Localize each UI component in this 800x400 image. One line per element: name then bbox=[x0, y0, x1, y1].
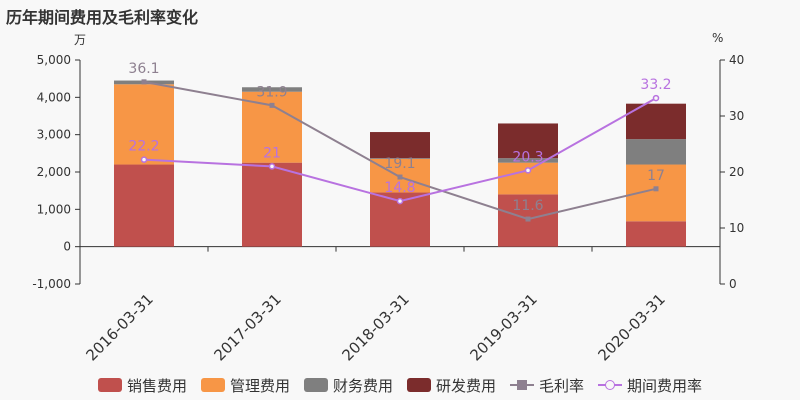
square-marker-icon bbox=[517, 380, 528, 390]
data-label-period: 14.8 bbox=[384, 180, 415, 196]
data-label-gross: 11.6 bbox=[512, 198, 543, 214]
point-period bbox=[268, 163, 276, 170]
circle-marker-icon bbox=[605, 380, 616, 390]
point-gross bbox=[653, 186, 659, 192]
legend-swatch bbox=[407, 378, 431, 392]
data-label-period: 22.2 bbox=[128, 139, 159, 155]
x-tick-label: 2016-03-31 bbox=[82, 290, 156, 364]
point-gross bbox=[525, 216, 531, 222]
data-label-gross: 17 bbox=[647, 168, 665, 184]
data-label-period: 20.3 bbox=[512, 149, 543, 165]
bar-admin bbox=[114, 84, 174, 165]
data-label-gross: 19.1 bbox=[384, 156, 415, 172]
left-tick-label: 4,000 bbox=[37, 90, 71, 104]
bar-finance bbox=[498, 158, 558, 163]
point-period bbox=[396, 197, 404, 205]
chart-legend: 销售费用 管理费用 财务费用 研发费用 毛利率 期间费用率 bbox=[0, 372, 800, 398]
point-period bbox=[524, 167, 532, 174]
chart-title: 历年期间费用及毛利率变化 bbox=[6, 8, 199, 27]
right-tick-label: 40 bbox=[729, 53, 744, 67]
left-tick-label: -1,000 bbox=[32, 277, 71, 291]
left-tick-label: 0 bbox=[63, 240, 71, 254]
chart-svg: -1,000 0 1,000 2,000 3,000 4,000 5,000 0 10 20 30 4… bbox=[32, 53, 744, 364]
left-tick-label: 3,000 bbox=[37, 128, 71, 142]
right-tick-label: 10 bbox=[729, 221, 744, 235]
right-tick-label: 0 bbox=[729, 277, 737, 291]
bar-sales bbox=[626, 221, 686, 247]
legend-swatch bbox=[303, 378, 328, 392]
legend-label: 期间费用率 bbox=[627, 376, 703, 395]
legend-item-finance[interactable]: 财务费用 bbox=[303, 375, 393, 396]
left-tick-label: 5,000 bbox=[37, 53, 71, 67]
x-tick-label: 2020-03-31 bbox=[594, 290, 668, 364]
data-label-period: 33.2 bbox=[640, 77, 671, 93]
legend-item-admin[interactable]: 管理费用 bbox=[200, 375, 290, 396]
point-period bbox=[652, 94, 660, 102]
legend-swatch bbox=[200, 378, 225, 392]
legend-label: 毛利率 bbox=[539, 376, 585, 395]
x-tick-label: 2018-03-31 bbox=[338, 290, 412, 364]
point-gross bbox=[397, 174, 403, 180]
left-axis-unit: 万 bbox=[74, 33, 87, 47]
bar-rnd bbox=[498, 123, 558, 159]
bar-finance bbox=[242, 87, 302, 92]
bar-finance bbox=[626, 139, 686, 165]
right-axis-unit: % bbox=[712, 31, 724, 45]
right-tick-label: 20 bbox=[729, 165, 744, 179]
legend-item-rnd[interactable]: 研发费用 bbox=[407, 375, 496, 396]
legend-item-gross[interactable]: 毛利率 bbox=[510, 375, 584, 396]
legend-line-swatch bbox=[510, 378, 535, 392]
bar-sales bbox=[114, 164, 174, 247]
point-gross bbox=[141, 79, 147, 85]
right-tick-label: 30 bbox=[729, 109, 744, 123]
x-tick-label: 2017-03-31 bbox=[210, 290, 284, 364]
bar-rnd bbox=[370, 132, 430, 159]
legend-label: 研发费用 bbox=[436, 376, 497, 395]
bar-sales bbox=[242, 162, 302, 247]
x-tick-label: 2019-03-31 bbox=[466, 290, 540, 364]
legend-label: 管理费用 bbox=[229, 376, 290, 395]
legend-label: 财务费用 bbox=[332, 376, 393, 395]
bar-finance bbox=[370, 158, 430, 159]
point-period bbox=[140, 156, 148, 163]
legend-item-sales[interactable]: 销售费用 bbox=[97, 375, 187, 396]
data-label-gross: 31.9 bbox=[256, 84, 287, 100]
legend-swatch bbox=[97, 378, 122, 392]
legend-label: 销售费用 bbox=[126, 376, 187, 395]
data-label-period: 21 bbox=[263, 145, 281, 161]
left-tick-label: 2,000 bbox=[37, 165, 71, 179]
data-label-gross: 36.1 bbox=[128, 61, 159, 77]
legend-line-swatch bbox=[598, 378, 623, 392]
point-gross bbox=[269, 102, 275, 108]
legend-item-period[interactable]: 期间费用率 bbox=[598, 375, 702, 396]
left-tick-label: 1,000 bbox=[37, 202, 71, 216]
